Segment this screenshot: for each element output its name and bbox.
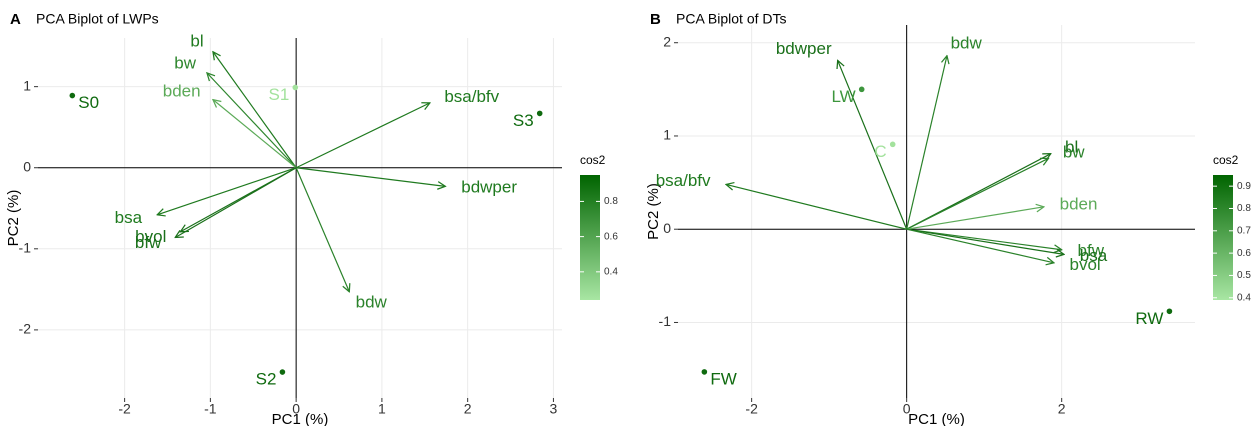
colorbar-title: cos2 bbox=[580, 153, 606, 167]
chart-title: PCA Biplot of DTs bbox=[676, 11, 787, 27]
arrow-label: bw bbox=[1063, 142, 1085, 161]
x-axis-label: PC1 (%) bbox=[272, 411, 329, 426]
arrow-label: bw bbox=[174, 54, 196, 73]
loading-arrow bbox=[906, 228, 1062, 250]
colorbar-tick-label: 0.8 bbox=[604, 196, 618, 207]
panel-tag: B bbox=[650, 11, 661, 28]
colorbar-tick-label: 0.8 bbox=[1237, 203, 1251, 214]
point bbox=[858, 86, 865, 93]
arrow-label: bfw bbox=[1078, 241, 1105, 260]
x-tick-label: 1 bbox=[378, 401, 386, 417]
x-tick-label: 0 bbox=[903, 401, 911, 417]
chart-title: PCA Biplot of LWPs bbox=[36, 11, 159, 27]
x-tick-label: -2 bbox=[745, 401, 758, 417]
x-tick-label: -1 bbox=[204, 401, 217, 417]
arrow-label: bden bbox=[1060, 194, 1098, 213]
y-tick-label: -1 bbox=[19, 240, 32, 256]
arrow-label: bsa/bfv bbox=[656, 171, 711, 190]
loading-arrow bbox=[726, 184, 907, 230]
point bbox=[1166, 308, 1173, 315]
point bbox=[701, 369, 708, 375]
x-tick-label: 2 bbox=[1058, 401, 1066, 417]
arrow-label: bdw bbox=[951, 34, 983, 53]
loading-arrow bbox=[295, 103, 430, 169]
loading-arrow bbox=[157, 167, 297, 215]
colorbar-tick-label: 0.6 bbox=[604, 231, 618, 242]
point bbox=[69, 92, 76, 99]
point bbox=[279, 369, 286, 375]
colorbar-tick-label: 0.9 bbox=[1237, 181, 1251, 192]
arrow-label: bsa/bfv bbox=[444, 87, 499, 106]
x-tick-label: 0 bbox=[292, 401, 300, 417]
colorbar-tick-label: 0.4 bbox=[1237, 292, 1251, 303]
colorbar bbox=[1213, 175, 1233, 300]
y-axis-label: PC2 (%) bbox=[645, 183, 662, 240]
x-tick-label: -2 bbox=[118, 401, 131, 417]
y-tick-label: 1 bbox=[23, 77, 31, 93]
loading-arrow bbox=[213, 52, 297, 169]
y-tick-label: 0 bbox=[663, 220, 671, 236]
y-axis-label: PC2 (%) bbox=[5, 190, 22, 247]
point-label: S0 bbox=[78, 93, 99, 112]
loading-arrow bbox=[838, 60, 908, 230]
point-label: RW bbox=[1135, 309, 1163, 328]
point-label: LW bbox=[831, 87, 855, 106]
loading-arrow bbox=[906, 207, 1044, 230]
arrow-label: bvol bbox=[1070, 255, 1101, 274]
loading-arrow bbox=[175, 167, 297, 238]
point-label: S1 bbox=[268, 85, 289, 104]
y-tick-label: 0 bbox=[23, 158, 31, 174]
loading-arrow bbox=[906, 56, 947, 230]
colorbar-tick-label: 0.5 bbox=[1237, 270, 1251, 281]
colorbar bbox=[580, 175, 600, 300]
arrow-label: bl bbox=[1065, 138, 1078, 157]
arrow-label: bvol bbox=[135, 227, 166, 246]
colorbar-tick-label: 0.4 bbox=[604, 266, 618, 277]
loading-arrow bbox=[906, 158, 1049, 230]
x-tick-label: 2 bbox=[464, 401, 472, 417]
arrow-label: bdwper bbox=[776, 39, 832, 58]
point-label: S2 bbox=[256, 370, 277, 389]
arrow-label: bdw bbox=[356, 292, 388, 311]
point bbox=[889, 141, 896, 148]
arrow-label: bsa bbox=[115, 208, 143, 227]
x-axis-label: PC1 (%) bbox=[908, 411, 965, 426]
y-tick-label: -1 bbox=[659, 313, 672, 329]
colorbar-title: cos2 bbox=[1213, 153, 1239, 167]
arrow-label: bdwper bbox=[461, 177, 517, 196]
loading-arrow bbox=[295, 167, 349, 292]
point bbox=[536, 110, 543, 117]
point-label: S3 bbox=[513, 111, 534, 130]
colorbar-tick-label: 0.7 bbox=[1237, 225, 1251, 236]
arrow-label: bl bbox=[190, 32, 203, 51]
loading-arrow bbox=[213, 100, 297, 169]
loading-arrow bbox=[296, 167, 445, 187]
point-label: FW bbox=[710, 369, 736, 388]
y-tick-label: -2 bbox=[19, 321, 32, 337]
point bbox=[292, 84, 299, 91]
colorbar-tick-label: 0.6 bbox=[1237, 248, 1251, 259]
loading-arrow bbox=[207, 73, 297, 169]
loading-arrow bbox=[906, 228, 1064, 254]
y-tick-label: 2 bbox=[663, 33, 671, 49]
y-tick-label: 1 bbox=[663, 127, 671, 143]
loading-arrow bbox=[906, 228, 1054, 263]
x-tick-label: 3 bbox=[550, 401, 558, 417]
panel-tag: A bbox=[10, 11, 21, 28]
arrow-label: bden bbox=[163, 82, 201, 101]
arrow-label: bfw bbox=[135, 233, 162, 252]
arrow-label: bsa bbox=[1080, 246, 1108, 265]
point-label: C bbox=[874, 142, 886, 161]
